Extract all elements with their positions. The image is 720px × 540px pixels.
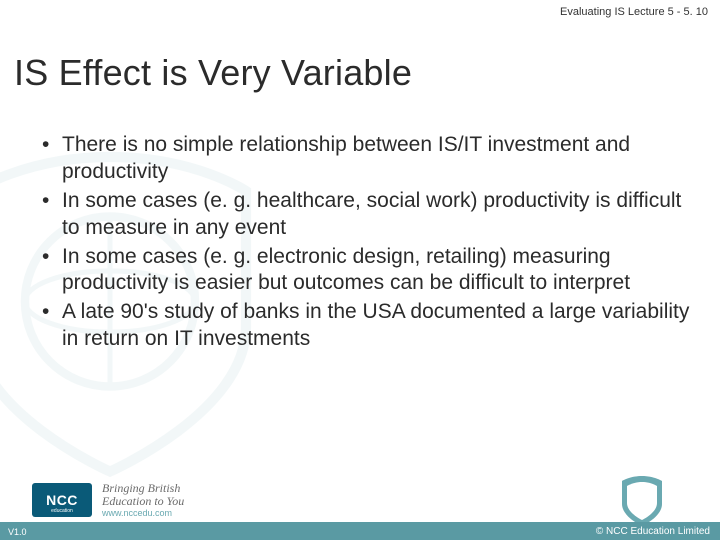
bullet-item: In some cases (e. g. electronic design, … <box>40 244 692 298</box>
footer: NCC education Bringing British Education… <box>0 472 720 540</box>
logo-text: NCC <box>46 492 78 508</box>
bullet-item: A late 90's study of banks in the USA do… <box>40 299 692 353</box>
version-label: V1.0 <box>8 527 27 537</box>
bullet-item: There is no simple relationship between … <box>40 132 692 186</box>
footer-url: www.nccedu.com <box>102 509 184 518</box>
ncc-logo: NCC education <box>32 483 92 517</box>
footer-bar: V1.0 © NCC Education Limited <box>0 522 720 540</box>
copyright-label: © NCC Education Limited <box>596 526 710 537</box>
logo-block: NCC education Bringing British Education… <box>32 482 184 518</box>
tagline: Bringing British Education to You www.nc… <box>102 482 184 518</box>
slide-title: IS Effect is Very Variable <box>14 52 412 94</box>
logo-subtext: education <box>51 508 73 514</box>
bullet-item: In some cases (e. g. healthcare, social … <box>40 188 692 242</box>
bullet-list: There is no simple relationship between … <box>40 132 692 355</box>
shield-icon <box>618 474 666 528</box>
tagline-line: Education to You <box>102 495 184 508</box>
header-label: Evaluating IS Lecture 5 - 5. 10 <box>560 6 708 18</box>
